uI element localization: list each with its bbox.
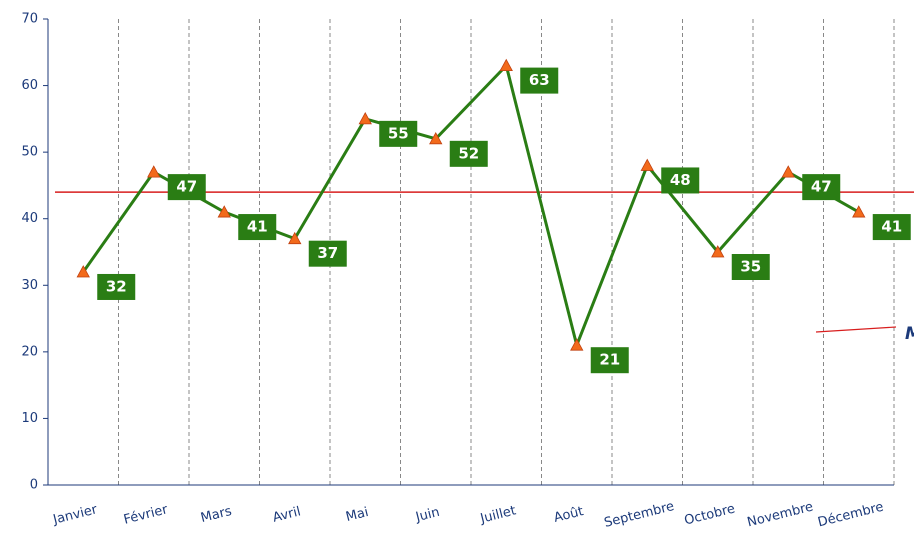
series-line [82, 62, 860, 351]
value-label-box [97, 273, 136, 300]
value-label-box [379, 120, 418, 147]
value-label-box [449, 140, 488, 167]
value-label-box [520, 67, 559, 94]
value-label: 41 [247, 218, 268, 236]
value-label-box [872, 214, 911, 241]
value-label: 37 [317, 244, 338, 262]
x-tick-label: Octobre [683, 501, 737, 528]
y-tick-label: 50 [21, 145, 38, 160]
y-tick-label: 60 [21, 78, 38, 93]
legend-label: Moyenne [905, 324, 914, 344]
value-label: 47 [811, 178, 832, 196]
value-label: 55 [388, 124, 409, 142]
value-label-box [661, 167, 700, 194]
x-tick-label: Avril [271, 504, 302, 525]
legend-swatch [815, 326, 897, 333]
y-tick-label: 30 [21, 278, 38, 293]
marker [358, 112, 372, 125]
marker [711, 245, 725, 258]
x-tick-label: Mai [344, 505, 370, 525]
y-tick-label: 20 [21, 344, 38, 359]
value-label: 52 [458, 144, 479, 162]
y-tick-label: 10 [21, 411, 38, 426]
marker [852, 205, 866, 218]
value-label-box [802, 174, 841, 201]
value-label: 48 [670, 171, 691, 189]
marker [76, 265, 90, 278]
value-label: 32 [106, 277, 127, 295]
x-tick-label: Mars [199, 504, 233, 526]
x-tick-label: Décembre [816, 500, 885, 531]
marker [499, 58, 513, 71]
value-label-box [167, 174, 206, 201]
value-label-box [590, 347, 629, 374]
marker [640, 158, 654, 171]
y-tick-label: 0 [30, 478, 38, 493]
value-label: 47 [176, 178, 197, 196]
value-label: 41 [881, 218, 902, 236]
x-tick-label: Juin [413, 505, 441, 526]
value-label: 63 [529, 71, 550, 89]
value-label: 21 [599, 351, 620, 369]
value-label-box [308, 240, 347, 267]
x-tick-label: Février [122, 502, 170, 528]
x-tick-label: Janvier [51, 502, 100, 528]
marker [288, 231, 302, 245]
value-label: 35 [740, 258, 761, 276]
y-tick-label: 70 [21, 12, 38, 27]
x-tick-label: Août [552, 504, 585, 526]
value-label-box [731, 254, 770, 280]
value-label-box [238, 214, 277, 241]
x-tick-label: Septembre [603, 499, 676, 531]
marker [429, 131, 443, 145]
x-tick-label: Novembre [746, 500, 815, 531]
marker [570, 338, 584, 351]
marker [781, 165, 795, 178]
marker [217, 205, 231, 218]
x-tick-label: Juillet [478, 503, 518, 527]
y-tick-label: 40 [21, 211, 38, 226]
marker [147, 165, 161, 178]
